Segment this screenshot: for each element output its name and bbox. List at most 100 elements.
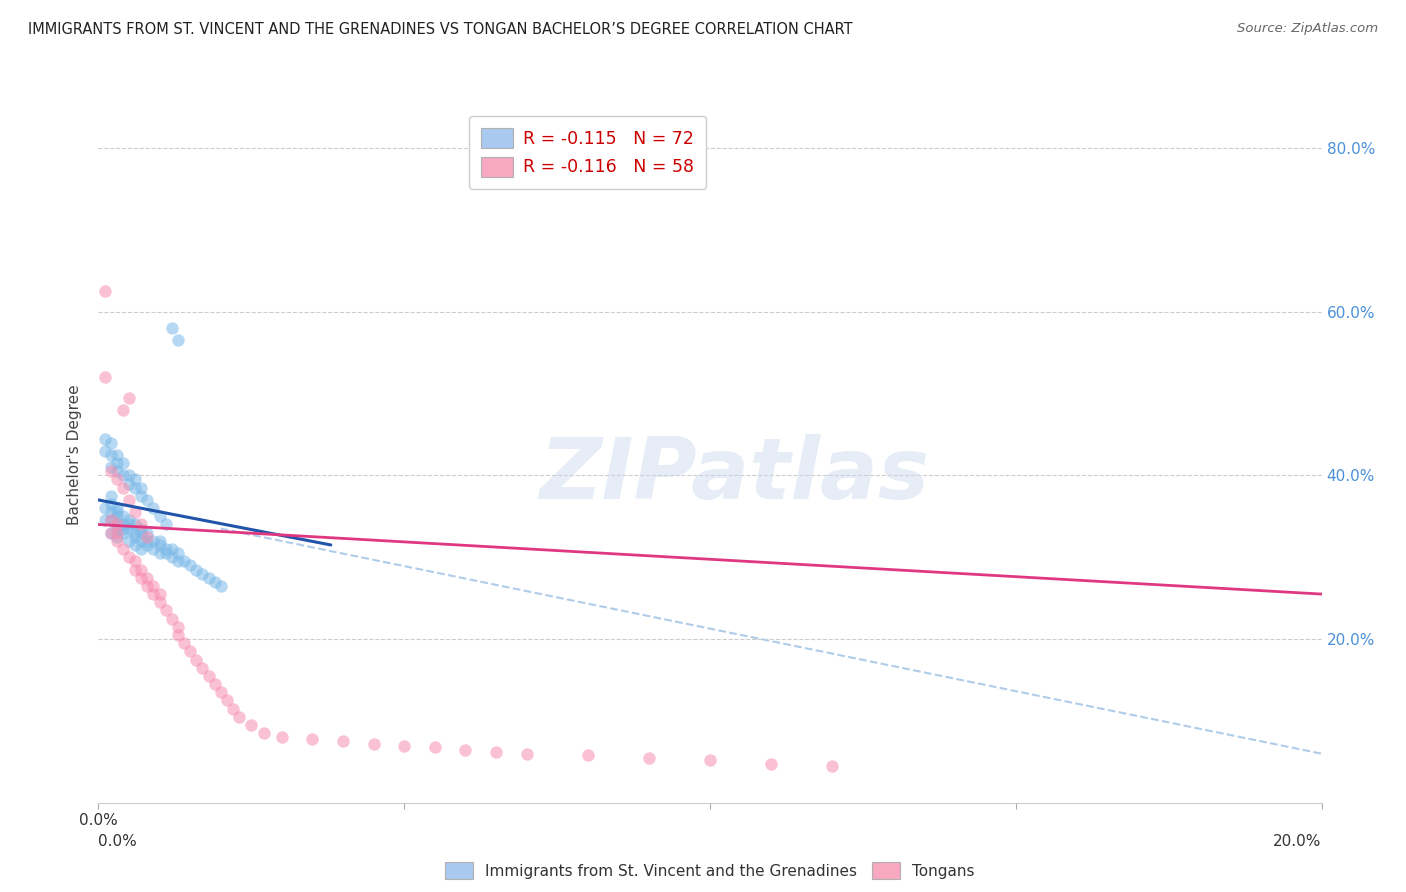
Point xyxy=(124,530,146,544)
Point xyxy=(105,473,128,487)
Point xyxy=(100,497,122,511)
Point xyxy=(332,734,354,748)
Point xyxy=(124,481,146,495)
Point xyxy=(179,644,201,658)
Point xyxy=(209,685,232,699)
Point xyxy=(93,432,115,446)
Point xyxy=(136,538,159,552)
Point xyxy=(129,522,152,536)
Point xyxy=(93,501,115,516)
Point xyxy=(105,533,128,548)
Point xyxy=(111,456,134,470)
Point xyxy=(149,595,172,609)
Point xyxy=(191,661,214,675)
Point xyxy=(149,509,172,524)
Point xyxy=(118,468,141,483)
Point xyxy=(100,513,122,527)
Point xyxy=(759,756,782,771)
Point xyxy=(105,464,128,478)
Point xyxy=(167,628,190,642)
Point xyxy=(105,522,128,536)
Point xyxy=(485,745,508,759)
Point xyxy=(821,759,844,773)
Point xyxy=(136,492,159,507)
Point xyxy=(111,403,134,417)
Point xyxy=(111,525,134,540)
Point xyxy=(118,492,141,507)
Point xyxy=(160,612,183,626)
Point xyxy=(129,542,152,557)
Point xyxy=(215,693,238,707)
Point xyxy=(93,284,115,298)
Point xyxy=(100,435,122,450)
Point xyxy=(124,525,146,540)
Point xyxy=(111,481,134,495)
Point xyxy=(129,525,152,540)
Point xyxy=(111,522,134,536)
Point xyxy=(142,542,165,557)
Point xyxy=(204,574,226,589)
Point xyxy=(105,509,128,524)
Point xyxy=(100,513,122,527)
Point xyxy=(93,513,115,527)
Text: IMMIGRANTS FROM ST. VINCENT AND THE GRENADINES VS TONGAN BACHELOR’S DEGREE CORRE: IMMIGRANTS FROM ST. VINCENT AND THE GREN… xyxy=(28,22,853,37)
Point xyxy=(124,505,146,519)
Point xyxy=(160,321,183,335)
Point xyxy=(155,603,177,617)
Point xyxy=(111,542,134,557)
Point xyxy=(105,525,128,540)
Point xyxy=(392,739,416,753)
Point xyxy=(100,525,122,540)
Point xyxy=(142,501,165,516)
Point xyxy=(222,701,245,715)
Point xyxy=(105,530,128,544)
Point xyxy=(149,587,172,601)
Point xyxy=(124,538,146,552)
Point xyxy=(149,538,172,552)
Point xyxy=(118,391,141,405)
Y-axis label: Bachelor's Degree: Bachelor's Degree xyxy=(67,384,83,525)
Point xyxy=(363,737,385,751)
Point xyxy=(124,562,146,576)
Point xyxy=(124,473,146,487)
Point xyxy=(105,505,128,519)
Point xyxy=(186,562,208,576)
Point xyxy=(454,742,477,756)
Point xyxy=(637,751,661,765)
Point xyxy=(136,525,159,540)
Point xyxy=(93,443,115,458)
Point xyxy=(111,517,134,532)
Point xyxy=(129,517,152,532)
Point xyxy=(124,517,146,532)
Text: ZIPatlas: ZIPatlas xyxy=(540,434,929,517)
Point xyxy=(136,571,159,585)
Point xyxy=(167,620,190,634)
Point xyxy=(118,522,141,536)
Point xyxy=(167,334,190,348)
Point xyxy=(301,731,323,746)
Point xyxy=(142,533,165,548)
Point xyxy=(118,476,141,491)
Point xyxy=(129,533,152,548)
Point xyxy=(129,481,152,495)
Point xyxy=(136,579,159,593)
Point xyxy=(167,554,190,568)
Legend: Immigrants from St. Vincent and the Grenadines, Tongans: Immigrants from St. Vincent and the Gren… xyxy=(439,855,981,886)
Point xyxy=(129,562,152,576)
Point xyxy=(179,558,201,573)
Point xyxy=(149,533,172,548)
Point xyxy=(118,513,141,527)
Point xyxy=(155,546,177,560)
Point xyxy=(155,517,177,532)
Point xyxy=(160,550,183,565)
Point xyxy=(160,542,183,557)
Point xyxy=(111,509,134,524)
Point xyxy=(105,456,128,470)
Text: Source: ZipAtlas.com: Source: ZipAtlas.com xyxy=(1237,22,1378,36)
Point xyxy=(209,579,232,593)
Point xyxy=(105,517,128,532)
Point xyxy=(100,489,122,503)
Point xyxy=(129,489,152,503)
Text: 20.0%: 20.0% xyxy=(1274,834,1322,849)
Point xyxy=(118,533,141,548)
